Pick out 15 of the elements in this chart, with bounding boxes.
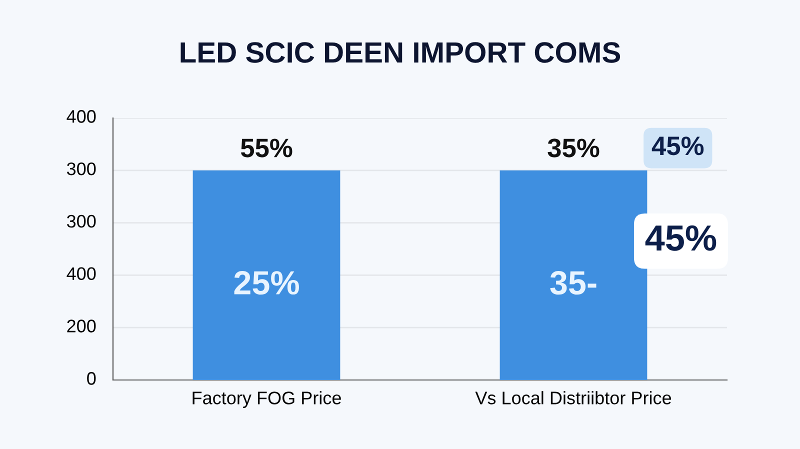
text: 35% <box>548 138 600 158</box>
annotation: 45% <box>645 225 716 251</box>
x-tick-label: Vs Local Distriibtor Price <box>475 391 672 404</box>
annotation: 25% <box>234 271 299 295</box>
text: 300 <box>66 214 96 228</box>
text: 200 <box>67 320 96 332</box>
chart-title: LED SCIC DEEN IMPORT COMS <box>180 42 620 63</box>
text: 300 <box>66 162 96 176</box>
x-tick-label: Factory FOG Price <box>192 391 341 408</box>
text: 45% <box>652 136 704 156</box>
annotation: 35- <box>550 271 596 295</box>
text: 0 <box>87 372 96 385</box>
text: 55% <box>240 138 292 158</box>
text: 400 <box>66 110 96 123</box>
text: 400 <box>66 267 96 280</box>
